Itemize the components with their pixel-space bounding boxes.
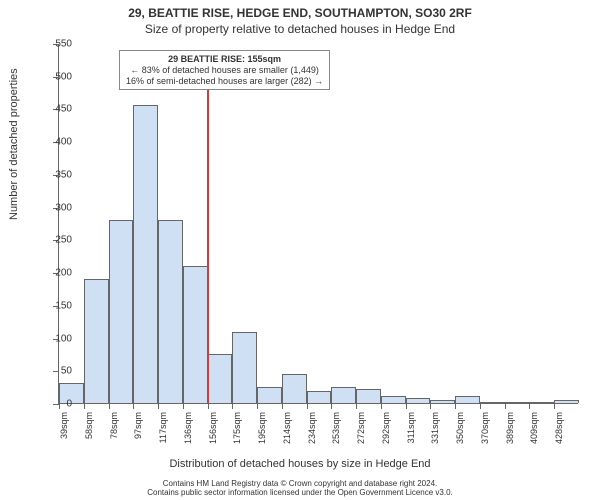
x-tick bbox=[430, 403, 431, 409]
histogram-bar bbox=[356, 389, 381, 403]
histogram-bar bbox=[406, 398, 431, 403]
histogram-bar bbox=[109, 220, 134, 403]
histogram-bar bbox=[158, 220, 183, 403]
x-tick bbox=[381, 403, 382, 409]
title-line2: Size of property relative to detached ho… bbox=[0, 20, 600, 36]
annotation-line1: 29 BEATTIE RISE: 155sqm bbox=[126, 54, 323, 65]
x-tick bbox=[554, 403, 555, 409]
y-tick-label: 50 bbox=[42, 366, 72, 377]
annotation-line3: 16% of semi-detached houses are larger (… bbox=[126, 76, 323, 87]
histogram-bar bbox=[307, 391, 332, 403]
x-tick bbox=[158, 403, 159, 409]
histogram-bar bbox=[554, 400, 579, 403]
histogram-bar bbox=[208, 354, 233, 403]
y-tick-label: 250 bbox=[42, 235, 72, 246]
y-tick-label: 200 bbox=[42, 268, 72, 279]
histogram-bar bbox=[505, 402, 530, 403]
x-tick-label: 234sqm bbox=[307, 412, 317, 452]
x-tick-label: 272sqm bbox=[356, 412, 366, 452]
y-tick-label: 400 bbox=[42, 137, 72, 148]
x-tick-label: 117sqm bbox=[158, 412, 168, 452]
x-tick-label: 292sqm bbox=[381, 412, 391, 452]
histogram-bar bbox=[455, 396, 480, 403]
x-tick-label: 370sqm bbox=[480, 412, 490, 452]
histogram-bar bbox=[430, 400, 455, 403]
x-tick bbox=[505, 403, 506, 409]
histogram-bar bbox=[257, 387, 282, 403]
x-tick-label: 97sqm bbox=[133, 412, 143, 452]
x-tick-label: 175sqm bbox=[232, 412, 242, 452]
x-tick-label: 331sqm bbox=[430, 412, 440, 452]
x-tick bbox=[331, 403, 332, 409]
histogram-bar bbox=[282, 374, 307, 403]
x-tick-label: 78sqm bbox=[109, 412, 119, 452]
histogram-bar bbox=[381, 396, 406, 403]
x-tick-label: 428sqm bbox=[554, 412, 564, 452]
x-tick bbox=[183, 403, 184, 409]
title-line1: 29, BEATTIE RISE, HEDGE END, SOUTHAMPTON… bbox=[0, 0, 600, 20]
footer-line2: Contains public sector information licen… bbox=[0, 488, 600, 498]
x-tick-label: 409sqm bbox=[529, 412, 539, 452]
y-tick-label: 350 bbox=[42, 169, 72, 180]
x-tick-label: 58sqm bbox=[84, 412, 94, 452]
x-tick bbox=[406, 403, 407, 409]
x-tick bbox=[307, 403, 308, 409]
chart-container: 29, BEATTIE RISE, HEDGE END, SOUTHAMPTON… bbox=[0, 0, 600, 500]
x-axis-label: Distribution of detached houses by size … bbox=[0, 458, 600, 470]
x-tick-label: 156sqm bbox=[208, 412, 218, 452]
x-tick-label: 195sqm bbox=[257, 412, 267, 452]
footer: Contains HM Land Registry data © Crown c… bbox=[0, 479, 600, 498]
y-tick-label: 450 bbox=[42, 104, 72, 115]
histogram-bar bbox=[480, 402, 505, 403]
footer-line1: Contains HM Land Registry data © Crown c… bbox=[0, 479, 600, 489]
histogram-bar bbox=[84, 279, 109, 403]
x-tick-label: 214sqm bbox=[282, 412, 292, 452]
x-tick-label: 311sqm bbox=[406, 412, 416, 452]
x-tick-label: 253sqm bbox=[331, 412, 341, 452]
x-tick bbox=[208, 403, 209, 409]
marker-line bbox=[207, 86, 209, 403]
annotation-line2: ← 83% of detached houses are smaller (1,… bbox=[126, 65, 323, 76]
x-tick bbox=[529, 403, 530, 409]
x-tick bbox=[257, 403, 258, 409]
histogram-bar bbox=[133, 105, 158, 403]
x-tick-label: 39sqm bbox=[59, 412, 69, 452]
y-tick-label: 150 bbox=[42, 300, 72, 311]
x-tick-label: 389sqm bbox=[505, 412, 515, 452]
y-tick-label: 0 bbox=[42, 399, 72, 410]
plot-region: 39sqm58sqm78sqm97sqm117sqm136sqm156sqm17… bbox=[58, 44, 578, 404]
y-tick-label: 500 bbox=[42, 71, 72, 82]
chart-area: 39sqm58sqm78sqm97sqm117sqm136sqm156sqm17… bbox=[58, 44, 578, 404]
y-tick-label: 550 bbox=[42, 39, 72, 50]
histogram-bar bbox=[183, 266, 208, 403]
x-tick bbox=[232, 403, 233, 409]
y-axis-label: Number of detached properties bbox=[8, 68, 20, 220]
x-tick bbox=[133, 403, 134, 409]
x-tick-label: 136sqm bbox=[183, 412, 193, 452]
x-tick bbox=[84, 403, 85, 409]
x-tick-label: 350sqm bbox=[455, 412, 465, 452]
histogram-bar bbox=[529, 402, 554, 403]
x-tick bbox=[356, 403, 357, 409]
x-tick bbox=[455, 403, 456, 409]
histogram-bar bbox=[331, 387, 356, 403]
annotation-box: 29 BEATTIE RISE: 155sqm← 83% of detached… bbox=[119, 50, 330, 90]
y-tick-label: 100 bbox=[42, 333, 72, 344]
x-tick bbox=[480, 403, 481, 409]
histogram-bar bbox=[232, 332, 257, 403]
y-tick-label: 300 bbox=[42, 202, 72, 213]
x-tick bbox=[282, 403, 283, 409]
x-tick bbox=[109, 403, 110, 409]
